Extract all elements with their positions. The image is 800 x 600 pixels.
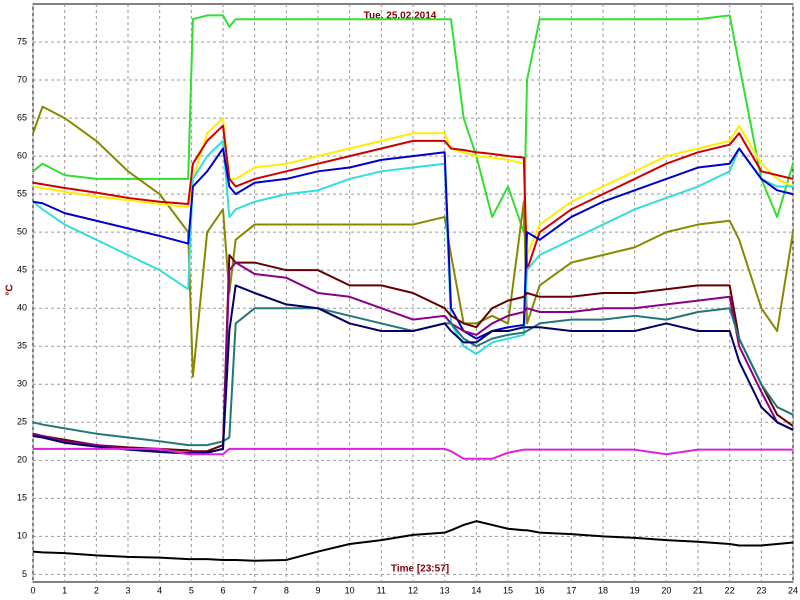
x-tick-label: 19 [630, 585, 640, 595]
y-tick-label: 65 [17, 112, 27, 122]
x-tick-label: 3 [125, 585, 130, 595]
x-tick-label: 17 [566, 585, 576, 595]
y-tick-label: 5 [22, 569, 27, 579]
chart-title: Tue, 25.02.2014 [364, 11, 437, 22]
x-tick-label: 15 [503, 585, 513, 595]
x-tick-label: 22 [725, 585, 735, 595]
series-line [32, 14, 794, 234]
series-line [32, 147, 794, 340]
y-tick-label: 60 [17, 150, 27, 160]
y-tick-label: 55 [17, 189, 27, 199]
x-tick-label: 1 [62, 585, 67, 595]
x-tick-label: 24 [788, 585, 798, 595]
series-line [32, 124, 794, 272]
y-tick-label: 30 [17, 379, 27, 389]
x-tick-label: 7 [252, 585, 257, 595]
y-tick-label: 75 [17, 36, 27, 46]
x-tick-label: 11 [377, 585, 386, 595]
y-tick-label: 15 [17, 493, 27, 503]
x-tick-label: 18 [598, 585, 608, 595]
y-tick-label: 40 [17, 303, 27, 313]
x-tick-label: 5 [189, 585, 194, 595]
x-tick-label: 23 [756, 585, 766, 595]
x-tick-label: 14 [471, 585, 481, 595]
series-line [32, 253, 794, 453]
x-tick-label: 9 [315, 585, 320, 595]
x-tick-label: 12 [408, 585, 418, 595]
series-line [33, 447, 793, 460]
x-tick-label: 13 [440, 585, 450, 595]
series-line [32, 520, 794, 562]
x-axis-label: Time [23:57] [391, 564, 449, 575]
x-tick-label: 10 [345, 585, 355, 595]
x-tick-label: 0 [30, 585, 35, 595]
x-tick-label: 21 [693, 585, 703, 595]
x-tick-label: 16 [535, 585, 545, 595]
y-tick-label: 25 [17, 417, 27, 427]
x-tick-label: 20 [661, 585, 671, 595]
y-tick-label: 70 [17, 74, 27, 84]
x-tick-label: 2 [94, 585, 99, 595]
y-tick-label: 20 [17, 455, 27, 465]
y-tick-label: 35 [17, 341, 27, 351]
x-tick-label: 6 [220, 585, 225, 595]
y-tick-label: 45 [17, 265, 27, 275]
y-tick-label: 10 [17, 531, 27, 541]
series-line [32, 117, 794, 256]
y-tick-label: 50 [17, 227, 27, 237]
x-tick-label: 8 [284, 585, 289, 595]
y-axis-label: °C [5, 284, 16, 295]
x-tick-label: 4 [157, 585, 162, 595]
